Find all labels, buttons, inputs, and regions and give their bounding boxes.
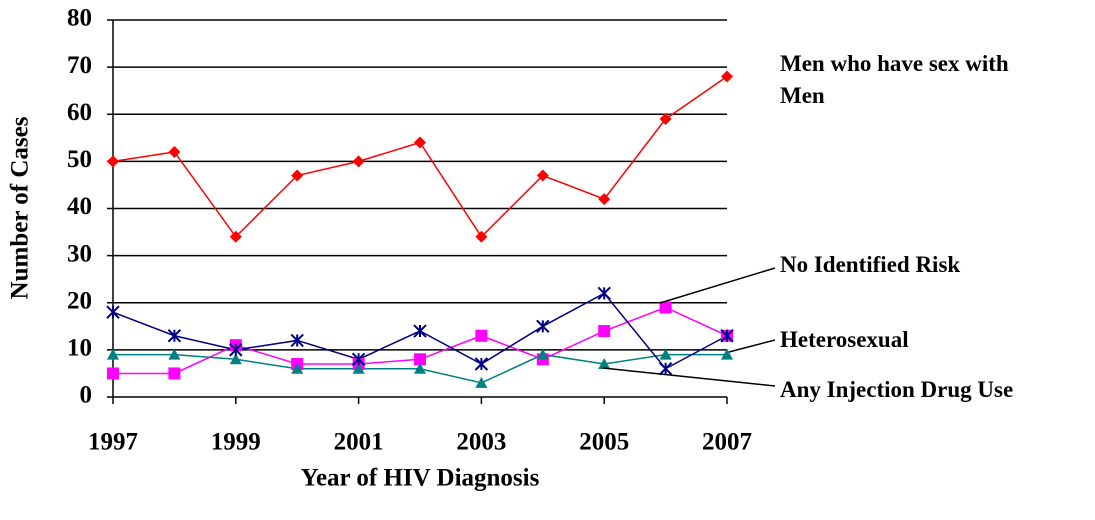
marker xyxy=(598,193,611,206)
marker xyxy=(475,376,488,388)
series-line xyxy=(112,75,728,238)
marker xyxy=(414,362,426,374)
leader-line xyxy=(602,367,776,387)
y-axis-title: Number of Cases xyxy=(7,116,34,299)
marker xyxy=(106,305,120,319)
marker xyxy=(659,301,672,314)
leader-line xyxy=(659,267,776,304)
marker xyxy=(598,325,611,338)
y-tick-label: 70 xyxy=(67,52,92,79)
marker xyxy=(598,358,611,370)
marker xyxy=(720,329,734,343)
series-label: Any Injection Drug Use xyxy=(780,377,1014,402)
marker xyxy=(413,324,427,338)
marker xyxy=(351,352,366,367)
x-tick-label: 1997 xyxy=(88,429,138,456)
marker xyxy=(536,319,550,334)
marker xyxy=(659,112,672,125)
y-tick-label: 30 xyxy=(67,240,92,267)
marker xyxy=(597,286,611,301)
x-tick-label: 2005 xyxy=(579,429,629,456)
x-tick-label: 2003 xyxy=(456,429,506,456)
x-tick-label: 2001 xyxy=(334,429,384,456)
marker xyxy=(291,362,304,374)
marker xyxy=(168,348,181,360)
marker xyxy=(474,357,489,371)
y-tick-label: 10 xyxy=(67,335,92,362)
y-tick-label: 80 xyxy=(67,5,92,32)
marker xyxy=(107,367,119,380)
series-label: Men who have sex with Men xyxy=(780,51,1009,108)
marker xyxy=(414,136,426,149)
marker xyxy=(167,329,182,343)
marker xyxy=(291,169,304,182)
y-tick-label: 0 xyxy=(80,382,93,409)
marker xyxy=(721,70,733,83)
y-tick-label: 40 xyxy=(67,193,92,220)
marker xyxy=(536,169,549,182)
series-label: Heterosexual xyxy=(780,327,909,352)
marker xyxy=(475,329,488,342)
x-tick-label: 1999 xyxy=(211,429,261,456)
marker xyxy=(168,145,181,158)
marker xyxy=(352,362,365,374)
leader-line xyxy=(728,339,776,353)
marker xyxy=(414,353,426,366)
x-axis-title: Year of HIV Diagnosis xyxy=(301,465,540,492)
marker xyxy=(229,343,243,357)
marker xyxy=(475,230,488,243)
series-label: No Identified Risk xyxy=(780,252,961,277)
marker xyxy=(229,230,242,243)
marker xyxy=(107,155,119,168)
marker xyxy=(352,155,365,168)
marker xyxy=(658,362,673,376)
marker xyxy=(536,348,549,360)
y-tick-label: 20 xyxy=(67,287,92,314)
y-tick-label: 50 xyxy=(67,146,92,173)
marker xyxy=(659,348,672,360)
marker xyxy=(229,353,242,365)
x-tick-label: 2007 xyxy=(702,429,752,456)
marker xyxy=(168,367,181,380)
marker xyxy=(721,348,733,360)
y-tick-label: 60 xyxy=(67,99,92,126)
marker xyxy=(290,333,304,348)
marker xyxy=(107,348,119,360)
